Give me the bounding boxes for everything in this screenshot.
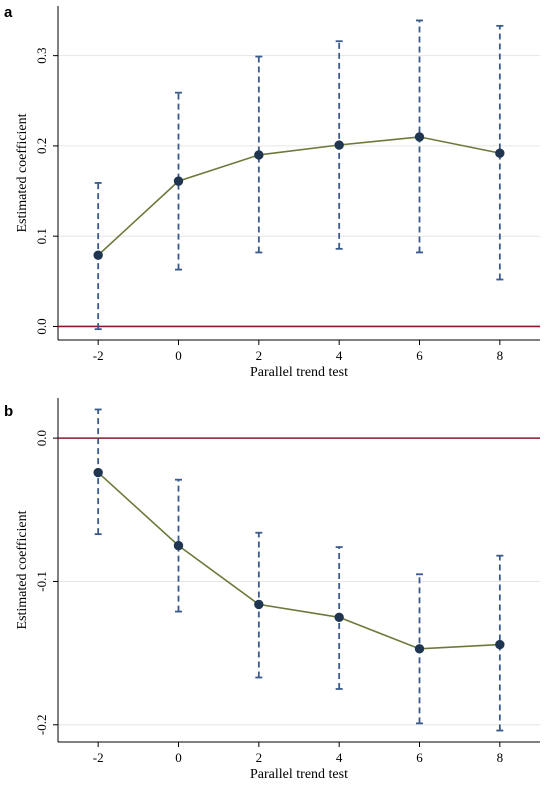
x-axis-title: Parallel trend test — [250, 365, 348, 380]
x-tick-label: 4 — [336, 750, 343, 765]
y-axis-title: Estimated coefficient — [15, 510, 30, 629]
data-point — [334, 140, 344, 150]
x-tick-label: 2 — [256, 348, 263, 363]
data-point — [334, 612, 344, 622]
x-axis-title: Parallel trend test — [250, 767, 348, 782]
data-point — [254, 599, 264, 610]
panel-label: a — [4, 4, 13, 21]
data-point — [93, 250, 103, 260]
x-tick-label: 0 — [175, 348, 182, 363]
y-tick-label: 0.0 — [34, 318, 49, 334]
y-tick-label: -0.2 — [34, 715, 49, 736]
panel-label: b — [4, 403, 13, 420]
series-line — [97, 471, 500, 650]
x-tick-label: 0 — [175, 750, 182, 765]
data-point — [414, 132, 425, 142]
x-tick-label: 8 — [497, 750, 504, 765]
series-line — [97, 136, 500, 256]
x-tick-label: -2 — [93, 348, 104, 363]
x-tick-label: 4 — [336, 348, 343, 363]
x-tick-label: -2 — [93, 750, 104, 765]
x-tick-label: 8 — [497, 348, 504, 363]
data-point — [495, 148, 505, 158]
data-point — [173, 176, 184, 186]
y-tick-label: 0.1 — [34, 228, 49, 244]
data-point — [414, 644, 425, 654]
x-tick-label: 2 — [256, 750, 263, 765]
chart-panel-a: a 0.0 0.1 0.2 0.3 -2 0 2 4 6 8 Parallel trend test E… — [4, 4, 540, 380]
chart-panel-b: b 0.0 -0.1 -0.2 -2 0 2 4 6 8 Parallel trend test Es… — [4, 398, 540, 782]
y-tick-label: 0.0 — [34, 430, 49, 446]
data-point — [93, 467, 103, 478]
y-tick-label: -0.1 — [34, 571, 49, 592]
y-tick-label: 0.3 — [34, 48, 49, 64]
x-tick-label: 6 — [416, 348, 423, 363]
data-point — [495, 639, 505, 650]
y-tick-label: 0.2 — [34, 138, 49, 154]
data-point — [254, 150, 264, 160]
data-point — [173, 540, 184, 551]
x-tick-label: 6 — [416, 750, 423, 765]
y-axis-title: Estimated coefficient — [15, 113, 30, 232]
